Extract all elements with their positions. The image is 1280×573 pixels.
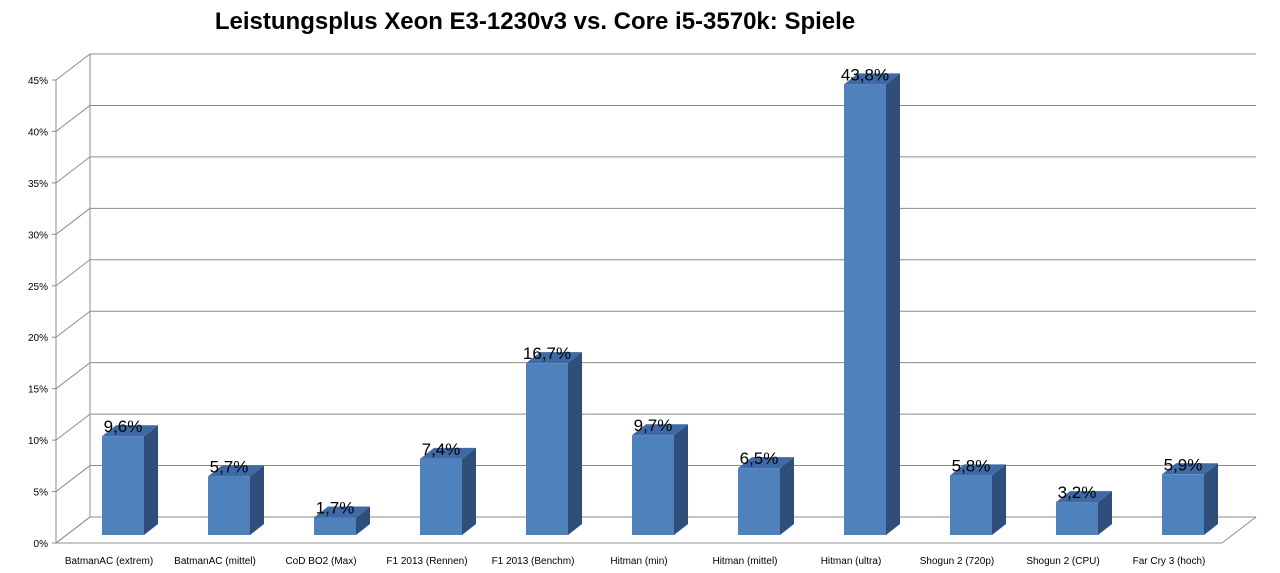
x-tick-label: Shogun 2 (720p) — [920, 556, 995, 567]
bar-side — [356, 506, 370, 535]
y-tick-label: 30% — [28, 230, 48, 241]
bar-top — [950, 464, 1006, 476]
y-tick-label: 25% — [28, 282, 48, 293]
bar-side — [674, 424, 688, 535]
data-label: 5,7% — [210, 457, 249, 476]
x-tick-label: Hitman (ultra) — [821, 556, 882, 567]
bar — [738, 468, 780, 535]
y-tick-label: 20% — [28, 333, 48, 344]
bar-top — [314, 506, 370, 518]
x-tick-label: Hitman (min) — [610, 556, 667, 567]
data-label: 1,7% — [316, 499, 355, 518]
bar — [844, 84, 886, 535]
x-tick-label: Hitman (mittel) — [712, 556, 777, 567]
gridline-diagonal — [55, 465, 91, 492]
gridline-diagonal — [55, 53, 91, 81]
y-tick-label: 40% — [28, 127, 48, 138]
bar-side — [250, 465, 264, 535]
bar-side — [462, 447, 476, 535]
bar — [102, 436, 144, 535]
y-tick-label: 15% — [28, 385, 48, 396]
y-tick-label: 5% — [34, 488, 49, 499]
gridline-diagonal — [55, 105, 91, 132]
data-label: 7,4% — [422, 440, 461, 459]
gridline-diagonal — [55, 310, 91, 338]
y-tick-label: 45% — [28, 76, 48, 87]
data-label: 9,7% — [634, 416, 673, 435]
bar — [420, 458, 462, 535]
x-tick-label: F1 2013 (Rennen) — [386, 556, 467, 567]
bar-side — [1098, 491, 1112, 535]
data-label: 6,5% — [740, 449, 779, 468]
bar-side — [568, 352, 582, 535]
x-tick-label: Far Cry 3 (hoch) — [1133, 556, 1206, 567]
x-tick-label: BatmanAC (mittel) — [174, 556, 256, 567]
gridline-diagonal — [55, 362, 91, 390]
data-label: 9,6% — [104, 417, 143, 436]
data-label: 5,8% — [952, 456, 991, 475]
x-tick-label: CoD BO2 (Max) — [285, 556, 356, 567]
bar-side — [992, 464, 1006, 535]
bar-side — [1204, 463, 1218, 535]
bar-top — [1162, 463, 1218, 475]
gridline-diagonal — [55, 207, 91, 235]
y-tick-label: 0% — [34, 539, 49, 550]
x-tick-label: Shogun 2 (CPU) — [1026, 556, 1099, 567]
chart-title: Leistungsplus Xeon E3-1230v3 vs. Core i5… — [214, 8, 856, 35]
y-tick-label: 10% — [28, 436, 48, 447]
bar-top — [526, 352, 582, 364]
bar-side — [780, 457, 794, 535]
gridline-diagonal — [55, 259, 91, 287]
bar-top — [632, 424, 688, 436]
bar-side — [144, 425, 158, 535]
y-tick-label: 35% — [28, 179, 48, 190]
bar — [526, 363, 568, 535]
bar — [632, 435, 674, 535]
bar — [1056, 502, 1098, 535]
gridline-diagonal — [55, 413, 91, 441]
bar — [1162, 474, 1204, 535]
bar-side — [886, 73, 900, 535]
data-label: 16,7% — [523, 344, 571, 363]
bar-top — [208, 465, 264, 477]
data-label: 5,9% — [1164, 455, 1203, 474]
data-label: 43,8% — [841, 65, 889, 84]
gridline-diagonal — [55, 156, 91, 184]
data-label: 3,2% — [1058, 483, 1097, 502]
bar-top — [1056, 491, 1112, 503]
x-tick-label: BatmanAC (extrem) — [65, 556, 153, 567]
gridline-diagonal — [55, 516, 91, 544]
bar-top — [738, 457, 794, 469]
bar-top — [420, 447, 476, 459]
bar-top — [844, 73, 900, 85]
x-tick-label: F1 2013 (Benchm) — [492, 556, 575, 567]
bar — [314, 517, 356, 535]
bar-top — [102, 425, 158, 437]
bar — [950, 475, 992, 535]
floor-right-edge — [1221, 516, 1257, 544]
bar — [208, 476, 250, 535]
